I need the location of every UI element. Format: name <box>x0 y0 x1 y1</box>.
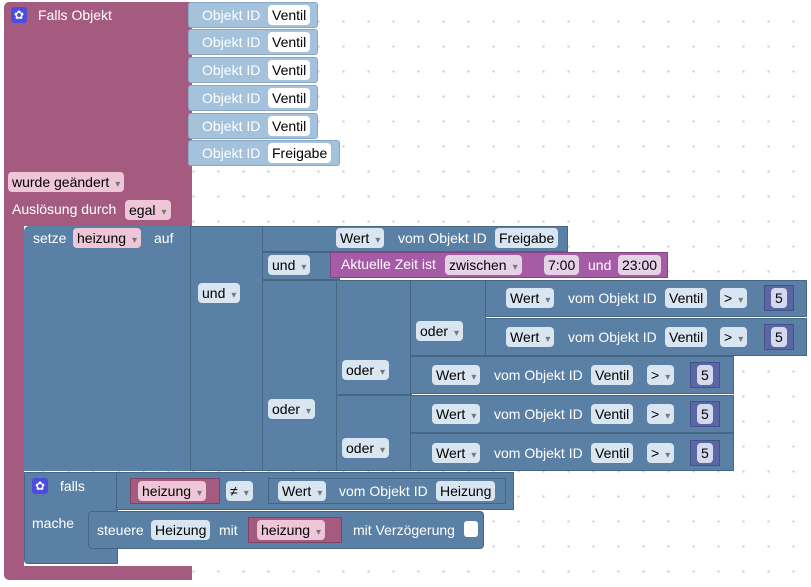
comparison-wert-dropdown[interactable]: Wert <box>506 288 555 308</box>
comparison-wert-dropdown[interactable]: Wert <box>432 404 481 424</box>
falls-label: falls <box>60 478 85 494</box>
comparison-vom-label: vom Objekt ID <box>568 290 657 306</box>
steuere-object-field[interactable]: Heizung <box>151 520 211 540</box>
delay-checkbox[interactable] <box>464 521 478 537</box>
object-id-label: Objekt ID <box>202 145 261 161</box>
und-inner-dropdown[interactable]: und <box>268 255 311 275</box>
comparison-op-dropdown[interactable]: > <box>647 365 675 385</box>
oder-a-dropdown[interactable]: oder <box>342 360 390 380</box>
comparison-number-field[interactable]: 5 <box>771 288 787 308</box>
comparison-vom-label: vom Objekt ID <box>568 329 657 345</box>
object-id-field[interactable]: Ventil <box>268 5 311 25</box>
steuere-variable-dropdown[interactable]: heizung <box>257 520 326 540</box>
object-id-label: Objekt ID <box>202 90 261 106</box>
setze-variable-dropdown[interactable]: heizung <box>73 228 142 248</box>
comparison-object-field[interactable]: Ventil <box>591 443 634 463</box>
oder-c-block[interactable] <box>410 280 486 356</box>
comparison-block[interactable] <box>485 318 807 356</box>
comparison-wert-dropdown[interactable]: Wert <box>506 327 555 347</box>
falls-wert-dropdown[interactable]: Wert <box>278 481 327 501</box>
object-id-label: Objekt ID <box>202 118 261 134</box>
freigabe-vom-label: vom Objekt ID <box>398 230 487 246</box>
comparison-number-field[interactable]: 5 <box>771 327 787 347</box>
object-id-field[interactable]: Freigabe <box>268 143 332 163</box>
comparison-vom-label: vom Objekt ID <box>494 406 583 422</box>
trigger-inner-top <box>24 222 192 226</box>
changed-dropdown[interactable]: wurde geändert <box>8 172 125 192</box>
comparison-object-field[interactable]: Ventil <box>665 288 708 308</box>
comparison-number-field[interactable]: 5 <box>697 365 713 385</box>
oder-b-block[interactable] <box>336 395 412 471</box>
time-label: Aktuelle Zeit ist <box>341 256 436 272</box>
gear-icon[interactable]: ✿ <box>11 7 27 23</box>
trigger-title: Falls Objekt <box>38 7 112 23</box>
setze-label: setze <box>33 230 67 246</box>
steuere-mit-label: mit <box>219 522 238 538</box>
object-id-label: Objekt ID <box>202 7 261 23</box>
falls-vom-label: vom Objekt ID <box>339 483 428 499</box>
oder-c-dropdown[interactable]: oder <box>416 321 464 341</box>
oder-outer-dropdown[interactable]: oder <box>268 399 316 419</box>
und-outer-dropdown[interactable]: und <box>198 283 241 303</box>
comparison-wert-dropdown[interactable]: Wert <box>432 443 481 463</box>
object-id-field[interactable]: Ventil <box>268 116 311 136</box>
steuere-label: steuere <box>97 522 144 538</box>
object-id-label: Objekt ID <box>202 34 261 50</box>
comparison-op-dropdown[interactable]: > <box>720 327 748 347</box>
time-to-field[interactable]: 23:00 <box>618 255 662 275</box>
comparison-object-field[interactable]: Ventil <box>665 327 708 347</box>
falls-op-dropdown[interactable]: ≠ <box>226 481 253 501</box>
comparison-number-field[interactable]: 5 <box>697 443 713 463</box>
falls-object-field[interactable]: Heizung <box>436 481 496 501</box>
delay-label: mit Verzögerung <box>353 522 455 538</box>
comparison-object-field[interactable]: Ventil <box>591 365 634 385</box>
comparison-vom-label: vom Objekt ID <box>494 367 583 383</box>
time-mode-dropdown[interactable]: zwischen <box>445 255 522 275</box>
object-id-field[interactable]: Ventil <box>268 60 311 80</box>
freigabe-object-field[interactable]: Freigabe <box>495 228 559 248</box>
object-id-label: Objekt ID <box>202 62 261 78</box>
trigger-body <box>4 220 24 570</box>
cause-label: Auslösung durch <box>12 201 117 217</box>
oder-outer-block[interactable] <box>262 280 338 471</box>
falls-variable-dropdown[interactable]: heizung <box>138 481 207 501</box>
object-id-field[interactable]: Ventil <box>268 32 311 52</box>
comparison-op-dropdown[interactable]: > <box>647 404 675 424</box>
object-id-field[interactable]: Ventil <box>268 88 311 108</box>
mache-label: mache <box>32 515 75 531</box>
setze-block[interactable] <box>24 226 190 471</box>
time-und-label: und <box>588 257 612 273</box>
comparison-object-field[interactable]: Ventil <box>591 404 634 424</box>
gear-icon[interactable]: ✿ <box>32 478 48 494</box>
oder-b-dropdown[interactable]: oder <box>342 438 390 458</box>
trigger-bottom <box>4 566 192 580</box>
comparison-op-dropdown[interactable]: > <box>720 288 748 308</box>
time-from-field[interactable]: 7:00 <box>544 255 580 275</box>
setze-on-label: auf <box>154 230 174 246</box>
freigabe-wert-dropdown[interactable]: Wert <box>336 228 385 248</box>
comparison-number-field[interactable]: 5 <box>697 404 713 424</box>
und-outer-block[interactable] <box>190 226 264 471</box>
cause-dropdown[interactable]: egal <box>125 200 171 220</box>
comparison-op-dropdown[interactable]: > <box>647 443 675 463</box>
comparison-wert-dropdown[interactable]: Wert <box>432 365 481 385</box>
comparison-vom-label: vom Objekt ID <box>494 445 583 461</box>
